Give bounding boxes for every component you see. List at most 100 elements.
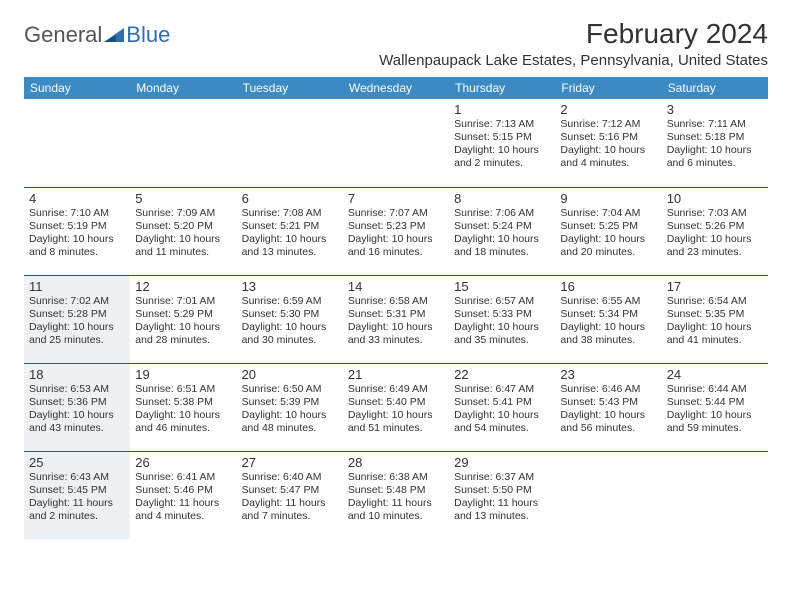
day-cell: 28Sunrise: 6:38 AMSunset: 5:48 PMDayligh… (343, 451, 449, 539)
day-number: 4 (29, 191, 125, 206)
calendar-table: SundayMondayTuesdayWednesdayThursdayFrid… (24, 77, 768, 539)
day-cell: 1Sunrise: 7:13 AMSunset: 5:15 PMDaylight… (449, 99, 555, 187)
day-cell: 9Sunrise: 7:04 AMSunset: 5:25 PMDaylight… (555, 187, 661, 275)
day-cell: 27Sunrise: 6:40 AMSunset: 5:47 PMDayligh… (237, 451, 343, 539)
daylight-line: Daylight: 10 hours and 4 minutes. (560, 144, 656, 170)
day-cell: 8Sunrise: 7:06 AMSunset: 5:24 PMDaylight… (449, 187, 555, 275)
day-number: 16 (560, 279, 656, 294)
daylight-line: Daylight: 10 hours and 54 minutes. (454, 409, 550, 435)
sunrise-line: Sunrise: 6:57 AM (454, 295, 550, 308)
logo-triangle-icon (104, 26, 124, 44)
daylight-line: Daylight: 10 hours and 18 minutes. (454, 233, 550, 259)
sunset-line: Sunset: 5:15 PM (454, 131, 550, 144)
daylight-line: Daylight: 10 hours and 38 minutes. (560, 321, 656, 347)
day-number: 29 (454, 455, 550, 470)
sunset-line: Sunset: 5:18 PM (667, 131, 763, 144)
daylight-line: Daylight: 10 hours and 23 minutes. (667, 233, 763, 259)
day-number: 20 (242, 367, 338, 382)
day-number: 27 (242, 455, 338, 470)
daylight-line: Daylight: 11 hours and 2 minutes. (29, 497, 125, 523)
day-cell: 7Sunrise: 7:07 AMSunset: 5:23 PMDaylight… (343, 187, 449, 275)
day-cell: 3Sunrise: 7:11 AMSunset: 5:18 PMDaylight… (662, 99, 768, 187)
daylight-line: Daylight: 10 hours and 2 minutes. (454, 144, 550, 170)
day-number: 14 (348, 279, 444, 294)
day-cell: 20Sunrise: 6:50 AMSunset: 5:39 PMDayligh… (237, 363, 343, 451)
day-number: 11 (29, 279, 125, 294)
sunset-line: Sunset: 5:30 PM (242, 308, 338, 321)
day-cell: 5Sunrise: 7:09 AMSunset: 5:20 PMDaylight… (130, 187, 236, 275)
daylight-line: Daylight: 11 hours and 7 minutes. (242, 497, 338, 523)
daylight-line: Daylight: 10 hours and 16 minutes. (348, 233, 444, 259)
sunrise-line: Sunrise: 6:40 AM (242, 471, 338, 484)
sunset-line: Sunset: 5:19 PM (29, 220, 125, 233)
day-cell: 13Sunrise: 6:59 AMSunset: 5:30 PMDayligh… (237, 275, 343, 363)
week-row: 1Sunrise: 7:13 AMSunset: 5:15 PMDaylight… (24, 99, 768, 187)
sunrise-line: Sunrise: 7:11 AM (667, 118, 763, 131)
sunrise-line: Sunrise: 6:53 AM (29, 383, 125, 396)
day-cell: 23Sunrise: 6:46 AMSunset: 5:43 PMDayligh… (555, 363, 661, 451)
day-number: 8 (454, 191, 550, 206)
title-block: February 2024 Wallenpaupack Lake Estates… (379, 18, 768, 69)
sunset-line: Sunset: 5:41 PM (454, 396, 550, 409)
header: General Blue February 2024 Wallenpaupack… (24, 18, 768, 69)
sunset-line: Sunset: 5:26 PM (667, 220, 763, 233)
sunrise-line: Sunrise: 7:10 AM (29, 207, 125, 220)
day-number: 18 (29, 367, 125, 382)
daylight-line: Daylight: 11 hours and 4 minutes. (135, 497, 231, 523)
sunset-line: Sunset: 5:34 PM (560, 308, 656, 321)
daylight-line: Daylight: 10 hours and 25 minutes. (29, 321, 125, 347)
sunset-line: Sunset: 5:21 PM (242, 220, 338, 233)
day-cell: 18Sunrise: 6:53 AMSunset: 5:36 PMDayligh… (24, 363, 130, 451)
sunset-line: Sunset: 5:43 PM (560, 396, 656, 409)
sunrise-line: Sunrise: 6:37 AM (454, 471, 550, 484)
sunrise-line: Sunrise: 6:41 AM (135, 471, 231, 484)
sunrise-line: Sunrise: 7:01 AM (135, 295, 231, 308)
logo-text-blue: Blue (126, 22, 170, 48)
sunrise-line: Sunrise: 6:55 AM (560, 295, 656, 308)
daylight-line: Daylight: 10 hours and 48 minutes. (242, 409, 338, 435)
day-cell: 4Sunrise: 7:10 AMSunset: 5:19 PMDaylight… (24, 187, 130, 275)
day-header: Wednesday (343, 77, 449, 99)
day-number: 7 (348, 191, 444, 206)
calendar-body: 1Sunrise: 7:13 AMSunset: 5:15 PMDaylight… (24, 99, 768, 539)
day-number: 24 (667, 367, 763, 382)
sunset-line: Sunset: 5:16 PM (560, 131, 656, 144)
daylight-line: Daylight: 10 hours and 8 minutes. (29, 233, 125, 259)
sunrise-line: Sunrise: 7:04 AM (560, 207, 656, 220)
day-cell: 15Sunrise: 6:57 AMSunset: 5:33 PMDayligh… (449, 275, 555, 363)
day-number: 23 (560, 367, 656, 382)
day-cell: 14Sunrise: 6:58 AMSunset: 5:31 PMDayligh… (343, 275, 449, 363)
sunrise-line: Sunrise: 6:43 AM (29, 471, 125, 484)
daylight-line: Daylight: 10 hours and 33 minutes. (348, 321, 444, 347)
day-cell: 26Sunrise: 6:41 AMSunset: 5:46 PMDayligh… (130, 451, 236, 539)
week-row: 4Sunrise: 7:10 AMSunset: 5:19 PMDaylight… (24, 187, 768, 275)
sunset-line: Sunset: 5:35 PM (667, 308, 763, 321)
sunset-line: Sunset: 5:46 PM (135, 484, 231, 497)
day-cell: 12Sunrise: 7:01 AMSunset: 5:29 PMDayligh… (130, 275, 236, 363)
sunrise-line: Sunrise: 6:47 AM (454, 383, 550, 396)
sunset-line: Sunset: 5:40 PM (348, 396, 444, 409)
day-cell (130, 99, 236, 187)
month-title: February 2024 (379, 18, 768, 50)
sunset-line: Sunset: 5:45 PM (29, 484, 125, 497)
daylight-line: Daylight: 10 hours and 46 minutes. (135, 409, 231, 435)
sunset-line: Sunset: 5:38 PM (135, 396, 231, 409)
sunrise-line: Sunrise: 7:02 AM (29, 295, 125, 308)
daylight-line: Daylight: 11 hours and 10 minutes. (348, 497, 444, 523)
calendar-page: General Blue February 2024 Wallenpaupack… (0, 0, 792, 549)
day-cell: 11Sunrise: 7:02 AMSunset: 5:28 PMDayligh… (24, 275, 130, 363)
day-number: 17 (667, 279, 763, 294)
daylight-line: Daylight: 10 hours and 28 minutes. (135, 321, 231, 347)
sunset-line: Sunset: 5:20 PM (135, 220, 231, 233)
day-header: Saturday (662, 77, 768, 99)
sunset-line: Sunset: 5:24 PM (454, 220, 550, 233)
sunrise-line: Sunrise: 6:49 AM (348, 383, 444, 396)
daylight-line: Daylight: 10 hours and 6 minutes. (667, 144, 763, 170)
day-number: 28 (348, 455, 444, 470)
daylight-line: Daylight: 10 hours and 41 minutes. (667, 321, 763, 347)
sunrise-line: Sunrise: 6:50 AM (242, 383, 338, 396)
daylight-line: Daylight: 10 hours and 13 minutes. (242, 233, 338, 259)
daylight-line: Daylight: 10 hours and 35 minutes. (454, 321, 550, 347)
sunset-line: Sunset: 5:44 PM (667, 396, 763, 409)
day-cell: 17Sunrise: 6:54 AMSunset: 5:35 PMDayligh… (662, 275, 768, 363)
